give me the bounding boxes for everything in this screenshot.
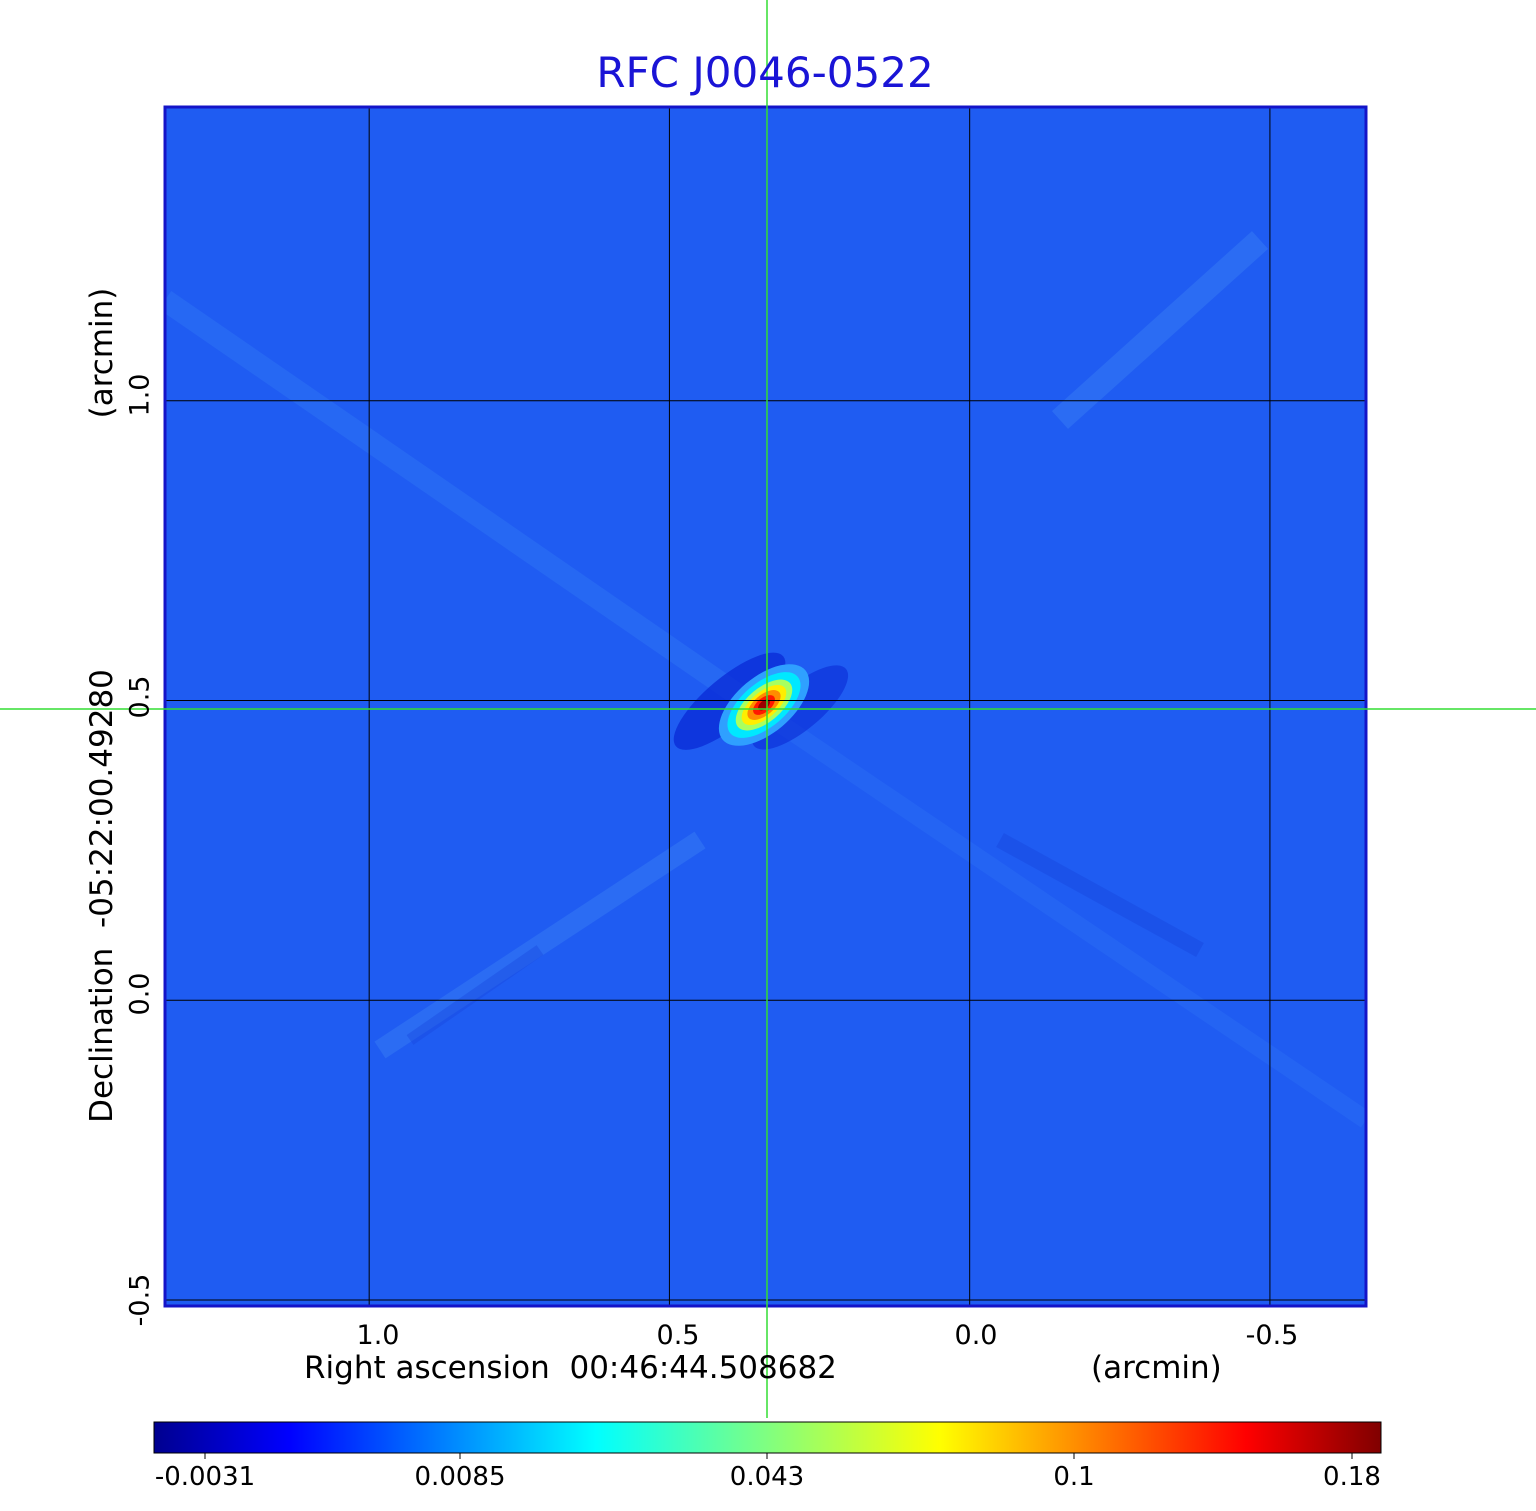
- plot-frame: [163, 105, 1368, 1308]
- colorbar-tick-label: 0.18: [1323, 1462, 1381, 1492]
- y-axis-unit: (arcmin): [84, 287, 120, 419]
- x-axis-label: Right ascension 00:46:44.508682: [304, 1350, 837, 1386]
- x-tick-label: 1.0: [356, 1320, 400, 1351]
- y-tick-label: -0.5: [124, 1273, 156, 1327]
- grid: [165, 107, 1366, 1306]
- colorbar: [153, 1421, 1382, 1454]
- chart-title: RFC J0046-0522: [596, 48, 934, 97]
- colorbar-tick-label: 0.1: [1053, 1462, 1095, 1492]
- colorbar-tick-marks: [204, 1453, 1353, 1459]
- y-tick-label: 0.0: [124, 972, 156, 1016]
- x-tick-label: -0.5: [1245, 1320, 1299, 1351]
- y-axis-label: Declination -05:22:00.49280: [84, 669, 120, 1123]
- colorbar-tick-label: 0.043: [729, 1462, 805, 1492]
- colorbar-tick-label: 0.0085: [414, 1462, 506, 1492]
- colorbar-tick-label: -0.0031: [154, 1462, 256, 1492]
- x-tick-label: 0.0: [954, 1320, 998, 1351]
- source-blob: [673, 652, 849, 750]
- y-tick-label: 0.5: [124, 675, 156, 719]
- y-tick-label: 1.0: [124, 373, 156, 417]
- noise-pattern: [165, 231, 1366, 1128]
- x-tick-label: 0.5: [656, 1320, 700, 1351]
- x-axis-unit: (arcmin): [1091, 1350, 1222, 1386]
